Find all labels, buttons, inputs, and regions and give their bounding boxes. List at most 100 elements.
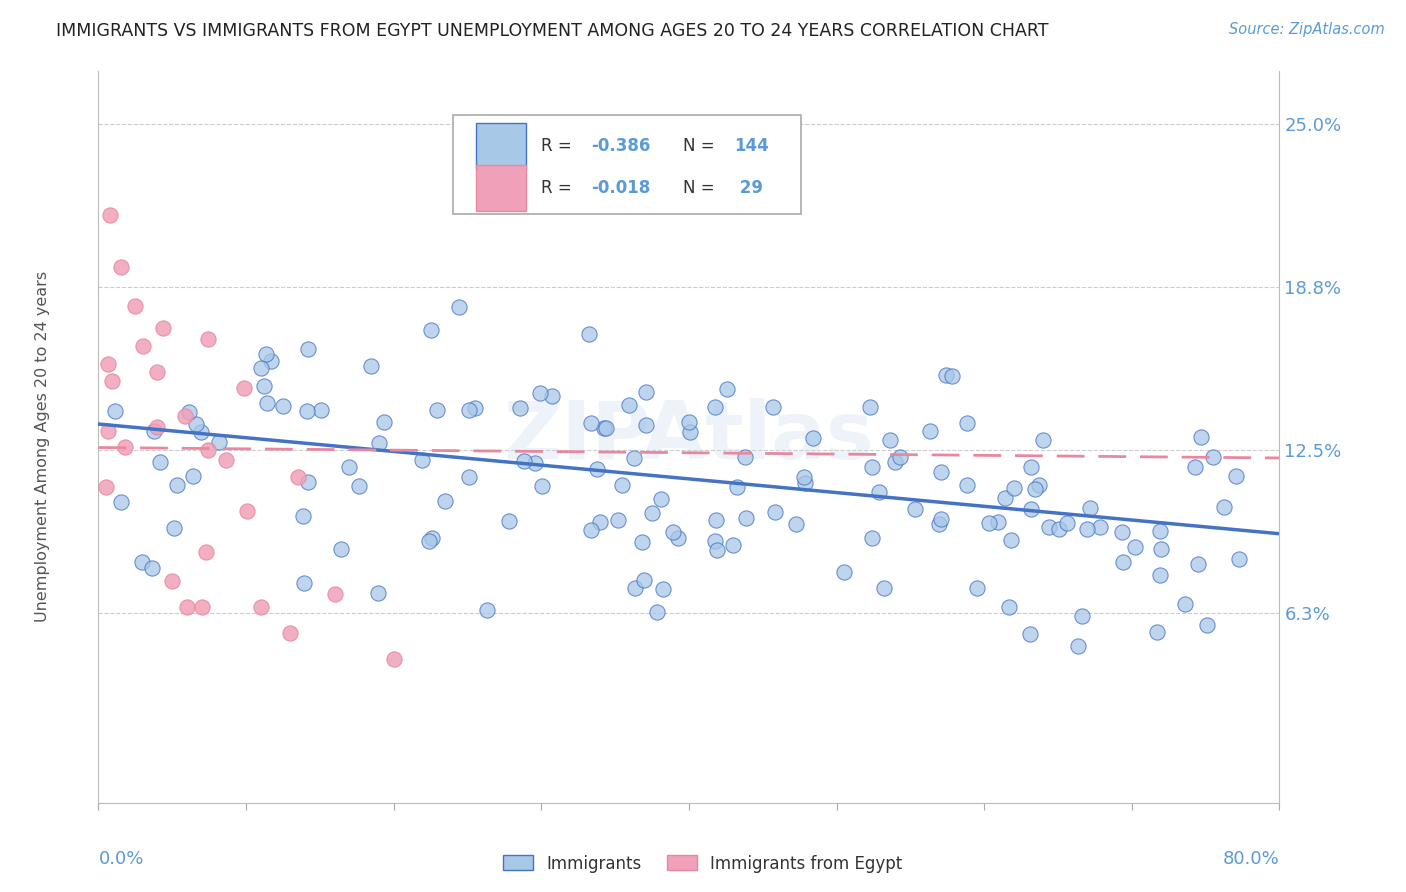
Point bbox=[725, 480, 748, 494]
Point bbox=[928, 516, 950, 531]
Point bbox=[181, 469, 204, 483]
Point bbox=[176, 599, 198, 614]
Point bbox=[1149, 524, 1171, 538]
Point bbox=[146, 365, 169, 379]
FancyBboxPatch shape bbox=[477, 166, 526, 211]
Point bbox=[186, 417, 208, 431]
Point bbox=[513, 454, 536, 468]
Point bbox=[1149, 567, 1171, 582]
Point bbox=[1078, 500, 1101, 515]
Point bbox=[793, 469, 815, 483]
Point bbox=[141, 561, 163, 575]
Point bbox=[360, 359, 382, 373]
Point bbox=[706, 543, 728, 558]
Point bbox=[678, 415, 700, 429]
Point bbox=[579, 523, 602, 537]
Point bbox=[254, 347, 277, 361]
Point bbox=[1112, 555, 1135, 569]
Point bbox=[661, 525, 683, 540]
Point bbox=[1024, 482, 1046, 496]
Point bbox=[579, 416, 602, 430]
Point bbox=[260, 354, 283, 368]
Point bbox=[832, 565, 855, 579]
Point bbox=[636, 417, 658, 432]
FancyBboxPatch shape bbox=[477, 123, 526, 169]
Point bbox=[889, 450, 911, 465]
Point bbox=[595, 421, 617, 435]
Point bbox=[256, 396, 278, 410]
Point bbox=[232, 381, 254, 395]
Point bbox=[131, 555, 153, 569]
Point bbox=[292, 575, 315, 590]
Point bbox=[716, 382, 738, 396]
Point bbox=[593, 421, 616, 435]
Point bbox=[578, 326, 600, 341]
Point bbox=[411, 452, 433, 467]
Point bbox=[253, 379, 276, 393]
Point bbox=[636, 384, 658, 399]
Point bbox=[630, 535, 652, 549]
Point bbox=[249, 360, 271, 375]
Point bbox=[97, 424, 120, 438]
Point bbox=[179, 405, 201, 419]
Point bbox=[457, 470, 479, 484]
Point bbox=[509, 401, 531, 415]
Text: -0.018: -0.018 bbox=[591, 179, 650, 197]
Point bbox=[498, 514, 520, 528]
Point bbox=[295, 404, 318, 418]
Point bbox=[956, 477, 979, 491]
Point bbox=[703, 400, 725, 414]
Point bbox=[433, 494, 456, 508]
Point bbox=[1174, 597, 1197, 611]
Point bbox=[195, 545, 218, 559]
Legend: Immigrants, Immigrants from Egypt: Immigrants, Immigrants from Egypt bbox=[496, 848, 910, 880]
Point bbox=[704, 513, 727, 527]
Point bbox=[918, 425, 941, 439]
Point bbox=[785, 516, 807, 531]
Point bbox=[859, 401, 882, 415]
Point bbox=[309, 402, 332, 417]
Point bbox=[1197, 617, 1219, 632]
Text: Source: ZipAtlas.com: Source: ZipAtlas.com bbox=[1229, 22, 1385, 37]
Point bbox=[904, 502, 927, 516]
Point bbox=[793, 476, 815, 491]
Point bbox=[457, 402, 479, 417]
Point bbox=[297, 343, 319, 357]
Text: 144: 144 bbox=[734, 137, 769, 155]
Point bbox=[977, 516, 1000, 531]
Point bbox=[323, 587, 346, 601]
Point bbox=[1019, 626, 1042, 640]
Point bbox=[110, 260, 132, 275]
Point bbox=[666, 531, 689, 545]
Point bbox=[860, 459, 883, 474]
Point bbox=[1149, 542, 1171, 557]
Point bbox=[586, 461, 609, 475]
Point bbox=[420, 322, 443, 336]
Point bbox=[523, 457, 546, 471]
Point bbox=[152, 321, 174, 335]
Point bbox=[329, 542, 352, 557]
Point bbox=[723, 538, 745, 552]
Point bbox=[114, 440, 136, 454]
Point bbox=[420, 531, 443, 545]
Point bbox=[166, 478, 188, 492]
Point bbox=[868, 485, 890, 500]
Point bbox=[418, 533, 440, 548]
Text: N =: N = bbox=[683, 137, 720, 155]
Point bbox=[763, 505, 786, 519]
Point bbox=[197, 443, 219, 458]
Point bbox=[464, 401, 486, 415]
Point bbox=[623, 451, 645, 466]
Point bbox=[1076, 522, 1098, 536]
Point bbox=[1213, 500, 1236, 514]
Point bbox=[931, 512, 953, 526]
Point bbox=[98, 208, 121, 222]
Point bbox=[966, 581, 988, 595]
Point bbox=[347, 479, 370, 493]
Text: 80.0%: 80.0% bbox=[1223, 850, 1279, 868]
Point bbox=[1047, 522, 1070, 536]
Point bbox=[191, 599, 214, 614]
Point bbox=[132, 339, 155, 353]
Point bbox=[143, 424, 166, 438]
Point bbox=[426, 402, 449, 417]
